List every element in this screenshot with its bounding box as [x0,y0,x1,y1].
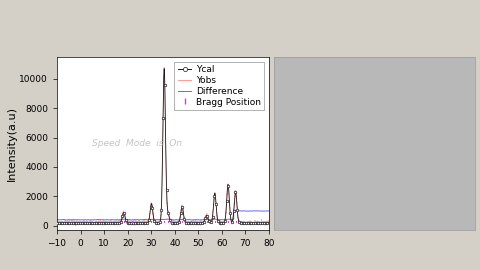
X-axis label: 2θ(Degree): 2θ(Degree) [128,254,198,264]
Y-axis label: Intensity(a.u): Intensity(a.u) [6,106,16,181]
Text: Speed  Mode  is  On: Speed Mode is On [93,139,182,148]
Legend: Ycal, Yobs, Difference, Bragg Position: Ycal, Yobs, Difference, Bragg Position [174,62,264,110]
